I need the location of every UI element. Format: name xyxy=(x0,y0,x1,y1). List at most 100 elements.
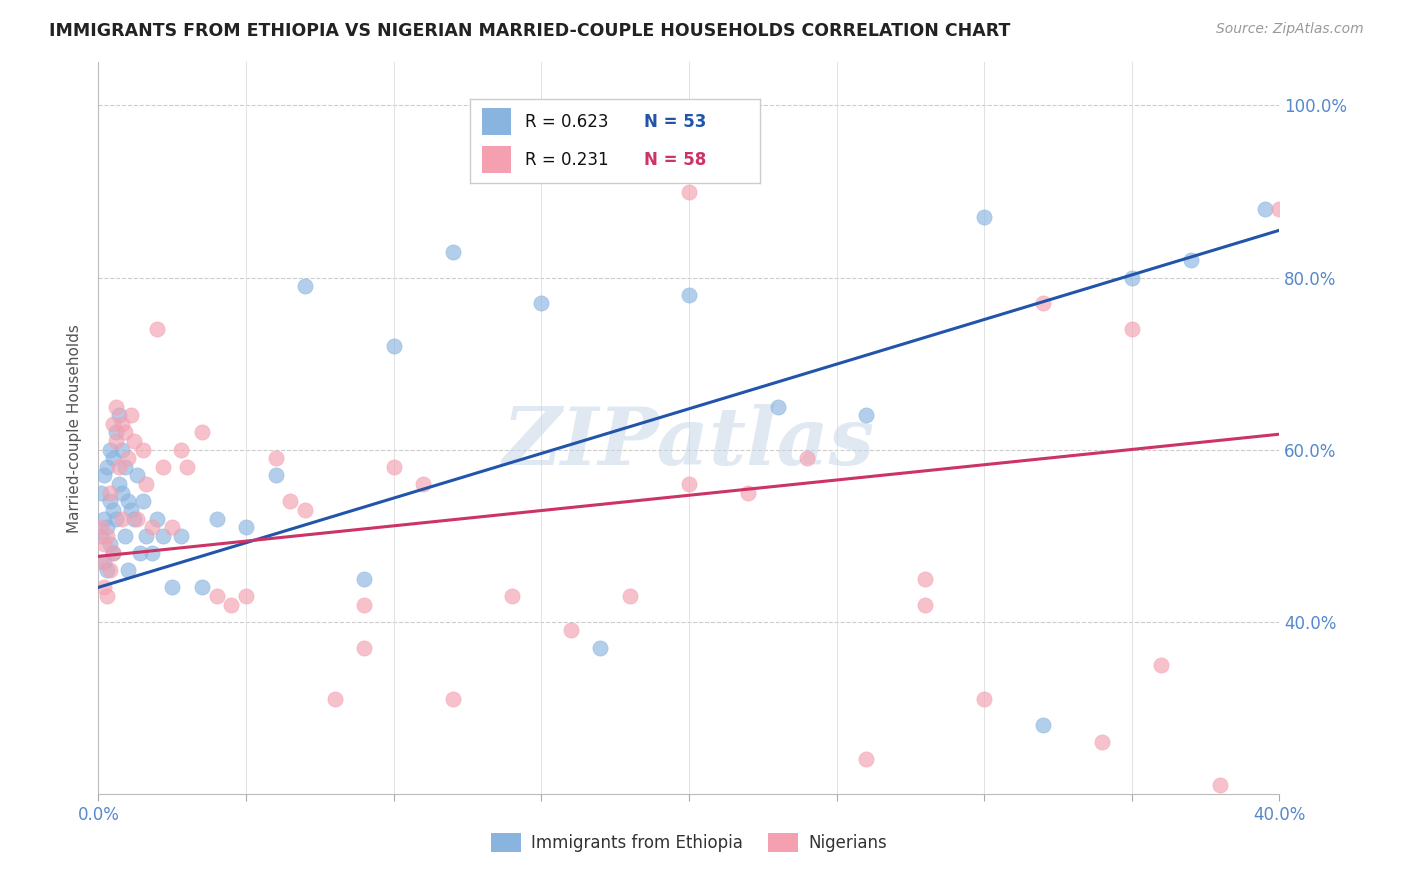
Text: ZIPatlas: ZIPatlas xyxy=(503,404,875,482)
Point xyxy=(114,459,136,474)
Point xyxy=(103,546,125,560)
Point xyxy=(103,546,125,560)
Point xyxy=(135,529,157,543)
Point xyxy=(412,477,434,491)
Point xyxy=(111,485,134,500)
Point xyxy=(96,563,118,577)
Point xyxy=(589,640,612,655)
Point xyxy=(530,296,553,310)
Point xyxy=(205,511,228,525)
Point xyxy=(1121,322,1143,336)
Point xyxy=(353,572,375,586)
Point xyxy=(914,572,936,586)
Point xyxy=(382,459,405,474)
Point xyxy=(111,442,134,457)
Text: Source: ZipAtlas.com: Source: ZipAtlas.com xyxy=(1216,22,1364,37)
Point xyxy=(294,503,316,517)
Point xyxy=(1121,270,1143,285)
Point xyxy=(128,546,150,560)
Point xyxy=(141,546,163,560)
Point xyxy=(93,580,115,594)
Point xyxy=(619,589,641,603)
Point xyxy=(111,511,134,525)
Point xyxy=(1254,202,1277,216)
Point xyxy=(560,624,582,638)
Point xyxy=(105,425,128,440)
Point xyxy=(90,520,112,534)
Point xyxy=(108,459,131,474)
Point xyxy=(1032,296,1054,310)
Point xyxy=(90,485,112,500)
Point xyxy=(914,598,936,612)
Point xyxy=(796,451,818,466)
Point xyxy=(114,529,136,543)
Point xyxy=(117,451,139,466)
Point xyxy=(766,400,789,414)
Point xyxy=(264,451,287,466)
Point xyxy=(294,279,316,293)
Point xyxy=(353,598,375,612)
Point xyxy=(191,580,214,594)
Point xyxy=(114,425,136,440)
Point xyxy=(117,563,139,577)
Point xyxy=(98,563,121,577)
Point xyxy=(132,442,155,457)
Point xyxy=(162,580,183,594)
Point xyxy=(103,503,125,517)
Point xyxy=(120,409,142,423)
Point xyxy=(235,589,257,603)
Point xyxy=(678,185,700,199)
Point xyxy=(221,598,243,612)
Point xyxy=(111,417,134,431)
Text: IMMIGRANTS FROM ETHIOPIA VS NIGERIAN MARRIED-COUPLE HOUSEHOLDS CORRELATION CHART: IMMIGRANTS FROM ETHIOPIA VS NIGERIAN MAR… xyxy=(49,22,1011,40)
Point xyxy=(93,555,115,569)
Point xyxy=(98,537,121,551)
Point xyxy=(737,485,759,500)
Point xyxy=(122,434,145,448)
Y-axis label: Married-couple Households: Married-couple Households xyxy=(67,324,83,533)
Point xyxy=(973,692,995,706)
Point xyxy=(353,640,375,655)
Point xyxy=(1209,778,1232,792)
Point xyxy=(162,520,183,534)
Point xyxy=(103,451,125,466)
Point xyxy=(98,494,121,508)
Point xyxy=(382,339,405,353)
Point xyxy=(146,511,169,525)
Point xyxy=(1268,202,1291,216)
Point xyxy=(280,494,302,508)
Point xyxy=(170,442,193,457)
Point xyxy=(973,211,995,225)
Point xyxy=(1180,253,1202,268)
Point xyxy=(125,511,148,525)
Point xyxy=(235,520,257,534)
Point xyxy=(441,244,464,259)
Point xyxy=(103,417,125,431)
Point xyxy=(90,529,112,543)
Point xyxy=(96,529,118,543)
Point xyxy=(108,477,131,491)
Point xyxy=(152,529,174,543)
Point xyxy=(1091,735,1114,749)
Legend: Immigrants from Ethiopia, Nigerians: Immigrants from Ethiopia, Nigerians xyxy=(485,826,893,859)
Point xyxy=(146,322,169,336)
Point xyxy=(98,442,121,457)
Point xyxy=(122,511,145,525)
Point xyxy=(132,494,155,508)
Point xyxy=(135,477,157,491)
Point xyxy=(1150,657,1173,672)
Point xyxy=(90,555,112,569)
Point xyxy=(152,459,174,474)
Point xyxy=(501,589,523,603)
Point xyxy=(93,511,115,525)
Point xyxy=(96,520,118,534)
Point xyxy=(678,477,700,491)
Point xyxy=(108,409,131,423)
Point xyxy=(117,494,139,508)
Point xyxy=(141,520,163,534)
Point xyxy=(93,537,115,551)
Point xyxy=(264,468,287,483)
Point xyxy=(205,589,228,603)
Point xyxy=(176,459,198,474)
Point xyxy=(96,589,118,603)
